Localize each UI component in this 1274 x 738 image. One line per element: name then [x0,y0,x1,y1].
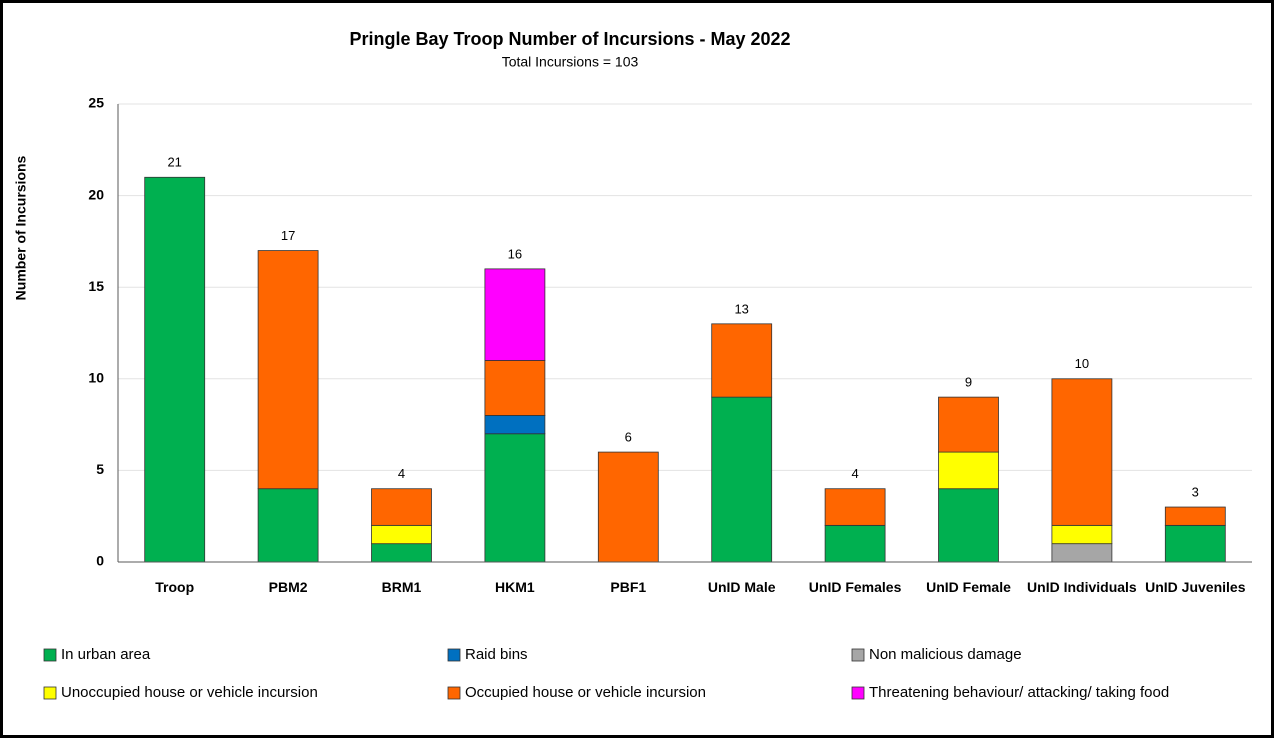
bar-segment [257,488,319,563]
x-tick-label: UnID Female [926,579,1011,595]
legend-label: Unoccupied house or vehicle incursion [61,684,318,701]
y-tick-label: 5 [96,461,104,477]
bar-segment [1051,524,1113,545]
legend-swatch [447,648,461,662]
bar-segment [484,415,546,435]
bar-segment [371,488,432,526]
x-tick-label: UnID Male [707,579,776,595]
x-tick-label: Troop [155,579,195,595]
x-tick-label: BRM1 [381,579,422,595]
total-label: 9 [965,375,972,390]
bar-segment [711,396,773,563]
total-label: 4 [398,466,405,481]
bar-segment [938,451,999,490]
legend-label: Occupied house or vehicle incursion [465,684,706,701]
total-label: 10 [1075,356,1089,371]
legend-label: Threatening behaviour/ attacking/ taking… [869,684,1169,701]
bar-segment [144,176,206,563]
bar-segment [484,433,546,563]
bar-segment [824,488,886,526]
bar-segment [371,543,432,563]
legend-swatch [851,686,865,700]
total-label: 4 [851,466,858,481]
total-label: 6 [625,430,632,445]
y-tick-label: 0 [96,553,104,569]
x-tick-label: PBF1 [610,579,647,595]
bar-segment [1051,543,1113,563]
legend-label: Raid bins [465,646,528,663]
x-tick-label: HKM1 [495,579,535,595]
legend-swatch [43,686,57,700]
legend-swatch [447,686,461,700]
total-label: 3 [1192,484,1199,499]
bar-segment [1051,378,1113,526]
bar-segment [938,396,999,453]
total-label: 17 [281,228,295,243]
total-label: 13 [734,301,748,316]
bar-segment [938,488,999,563]
x-tick-label: UnID Individuals [1027,579,1137,595]
total-label: 16 [508,246,522,261]
legend-label: Non malicious damage [869,646,1022,663]
y-tick-label: 25 [88,95,104,111]
legend-swatch [851,648,865,662]
y-tick-label: 15 [88,278,104,294]
bar-segment [1164,524,1226,563]
bar-segment [824,524,886,563]
y-tick-label: 10 [88,370,104,386]
x-tick-label: PBM2 [268,579,308,595]
x-tick-label: UnID Females [808,579,902,595]
bar-segment [484,268,546,361]
chart-subtitle: Total Incursions = 103 [502,54,639,70]
chart-title: Pringle Bay Troop Number of Incursions -… [349,29,790,49]
bar-segment [257,250,319,490]
bar-segment [597,451,659,563]
bar-segment [484,360,546,416]
y-tick-label: 20 [88,186,104,202]
bar-segment [371,524,432,545]
legend-swatch [43,648,57,662]
legend-label: In urban area [61,646,151,663]
bar-segment [1164,506,1226,526]
total-label: 21 [167,155,181,170]
y-axis-label: Number of Incursions [13,155,29,300]
x-tick-label: UnID Juveniles [1145,579,1246,595]
bar-segment [711,323,773,398]
